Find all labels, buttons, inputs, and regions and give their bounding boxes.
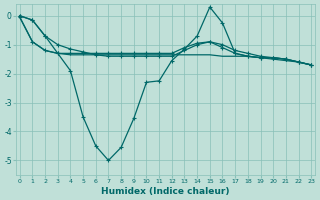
X-axis label: Humidex (Indice chaleur): Humidex (Indice chaleur) [101, 187, 230, 196]
